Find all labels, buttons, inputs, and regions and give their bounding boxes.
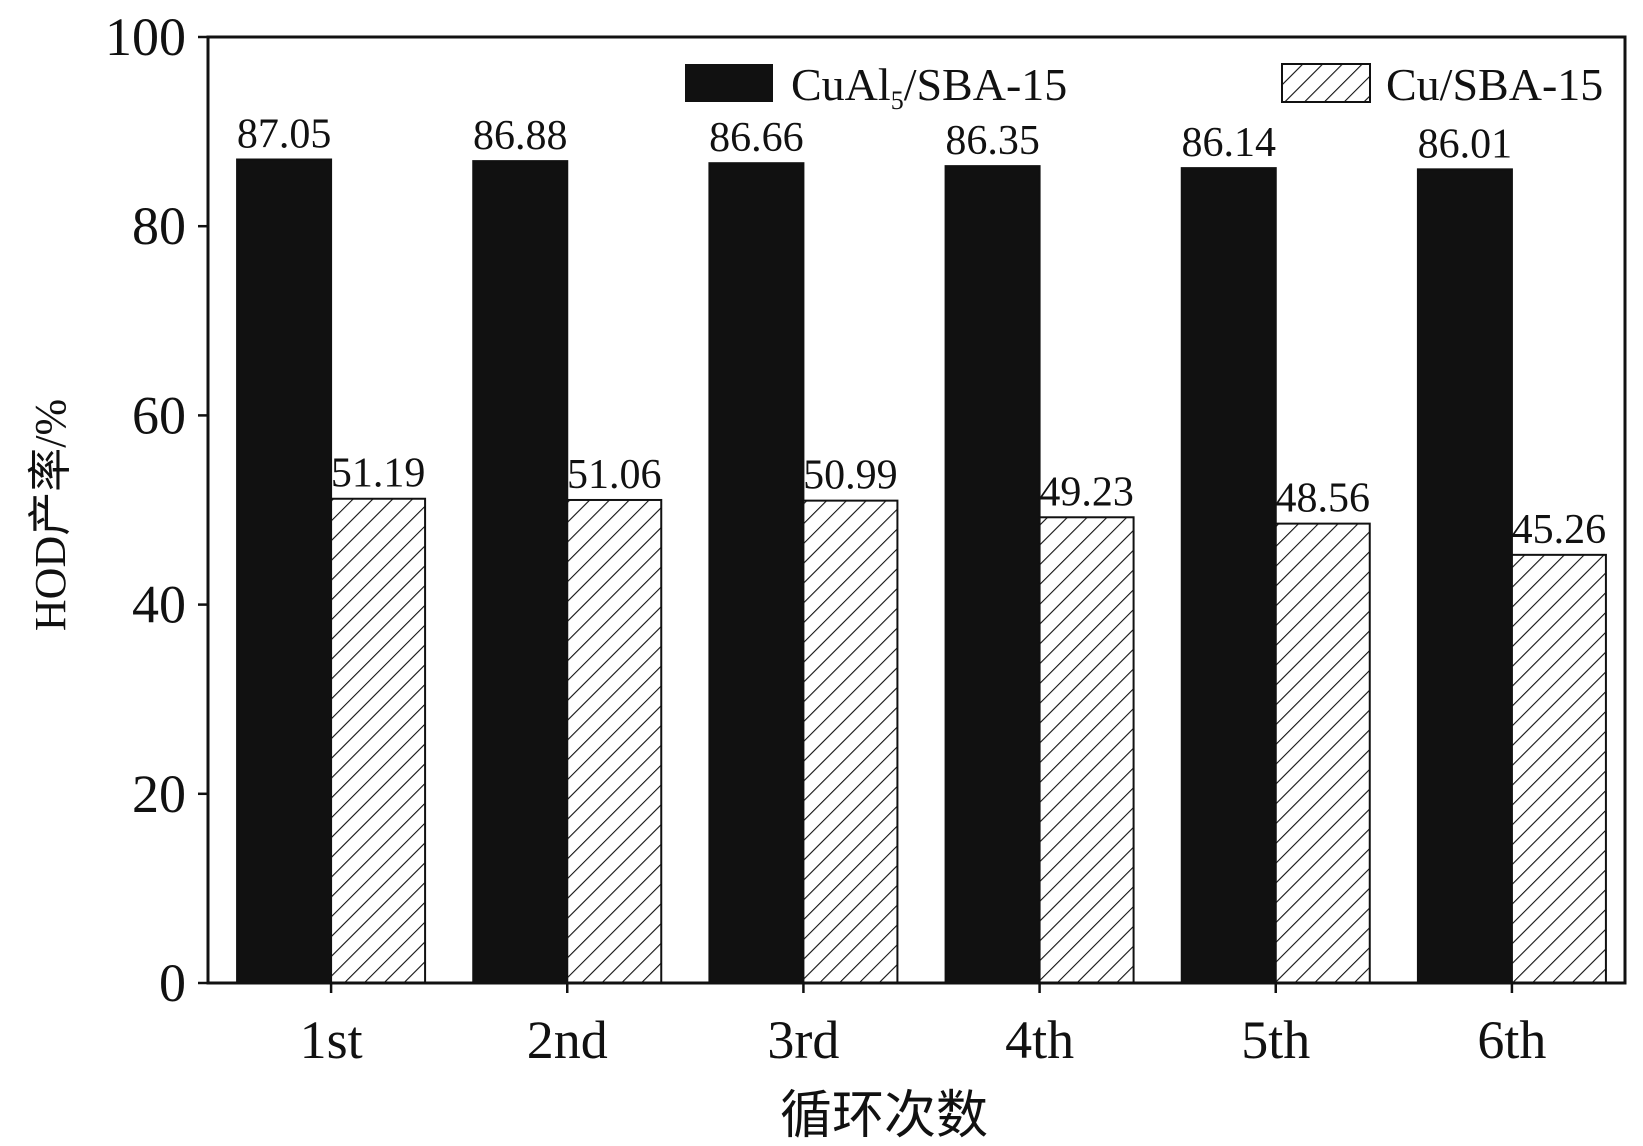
legend-label-cual5: CuAl5/SBA-15 [791, 59, 1067, 115]
y-tick-label-100: 100 [105, 7, 186, 67]
y-tick-label-0: 0 [159, 953, 186, 1013]
y-tick-label-80: 80 [132, 196, 186, 256]
y-axis: 0 20 40 60 80 100 [105, 7, 208, 1013]
legend-swatch-cu [1281, 63, 1371, 103]
data-label-cu-1st: 51.19 [331, 451, 426, 497]
data-label-cu-2nd: 51.06 [567, 452, 662, 498]
bar-cu-4th [1038, 516, 1135, 984]
plot-frame [206, 35, 1627, 985]
x-tick-label-4th: 4th [1005, 1010, 1074, 1070]
bar-cual5-1st [236, 158, 333, 984]
bar-cu-6th [1510, 553, 1607, 984]
data-label-cu-4th: 49.23 [1039, 469, 1134, 515]
y-tick-label-60: 60 [132, 385, 186, 445]
data-label-cual5-6th: 86.01 [1418, 121, 1513, 167]
x-tick-label-5th: 5th [1241, 1010, 1310, 1070]
data-label-cual5-5th: 86.14 [1182, 120, 1277, 166]
x-tick-label-3rd: 3rd [767, 1010, 839, 1070]
bar-cu-3rd [802, 499, 899, 984]
data-label-cual5-1st: 87.05 [237, 112, 332, 158]
bar-cual5-3rd [708, 162, 805, 984]
bar-cu-2nd [566, 498, 663, 984]
bar-cu-1st [330, 497, 427, 984]
x-tick-label-2nd: 2nd [527, 1010, 608, 1070]
legend-label-cu: Cu/SBA-15 [1386, 59, 1603, 110]
legend-swatch-cual5 [685, 64, 773, 102]
x-tick-label-1st: 1st [300, 1010, 363, 1070]
bars-layer [236, 158, 1607, 985]
bar-cual5-4th [944, 165, 1041, 984]
legend: CuAl5/SBA-15 Cu/SBA-15 [685, 59, 1603, 115]
y-tick-label-40: 40 [132, 575, 186, 635]
data-label-cu-6th: 45.26 [1512, 507, 1607, 553]
y-tick-label-20: 20 [132, 764, 186, 824]
bar-cu-5th [1274, 522, 1371, 984]
data-label-cual5-2nd: 86.88 [473, 113, 568, 159]
data-label-cual5-4th: 86.35 [945, 118, 1040, 164]
data-label-cual5-3rd: 86.66 [709, 115, 804, 161]
x-axis-title: 循环次数 [780, 1088, 988, 1145]
data-label-cu-5th: 48.56 [1276, 476, 1371, 522]
data-labels-layer: 87.05 51.19 86.88 51.06 86.66 50.99 86.35 49.23… [237, 112, 1606, 553]
bar-cual5-5th [1180, 167, 1277, 984]
x-tick-label-6th: 6th [1477, 1010, 1546, 1070]
bar-cual5-6th [1416, 168, 1513, 984]
data-label-cu-3rd: 50.99 [803, 453, 898, 499]
x-axis: 1st 2nd 3rd 4th 5th 6th [300, 983, 1546, 1070]
bar-cual5-2nd [472, 160, 569, 985]
y-axis-title: HOD产率/% [26, 399, 75, 631]
